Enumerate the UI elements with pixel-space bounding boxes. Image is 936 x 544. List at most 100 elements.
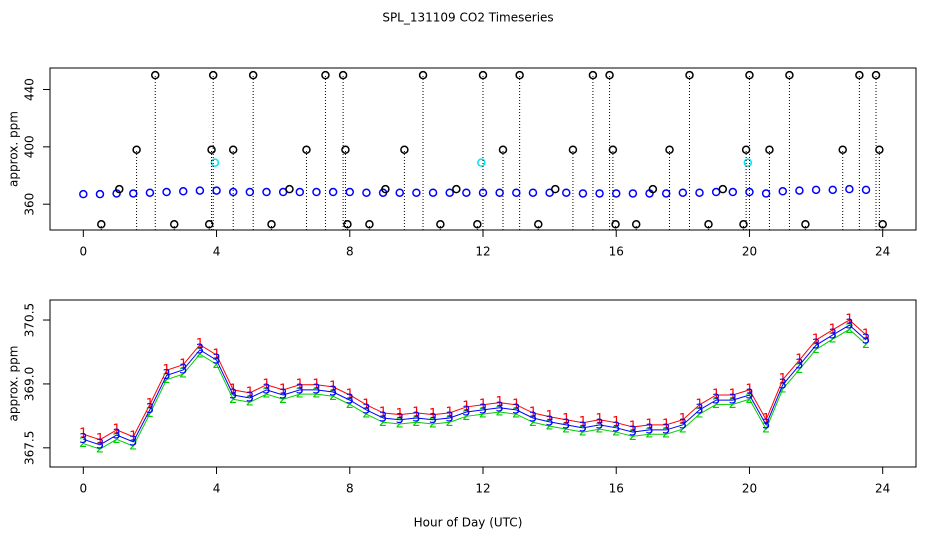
data-point <box>169 220 179 229</box>
point-marker: 3 <box>196 342 204 357</box>
point-marker: 3 <box>479 402 487 417</box>
data-point <box>478 70 488 80</box>
point-marker: 1 <box>679 412 687 427</box>
point-marker: 1 <box>512 397 520 412</box>
point-marker: 3 <box>779 377 787 392</box>
point-marker: 3 <box>246 390 254 405</box>
data-point <box>861 185 871 195</box>
data-point <box>838 145 847 154</box>
point-marker: 2 <box>812 342 820 357</box>
point-marker: 3 <box>512 402 520 417</box>
data-point <box>395 188 404 197</box>
x-tick-label: 8 <box>346 245 354 259</box>
point-marker: 1 <box>296 377 304 392</box>
data-point <box>312 187 321 197</box>
data-point <box>588 70 598 80</box>
x-tick-label: 12 <box>475 482 490 496</box>
point-marker: 3 <box>346 393 354 408</box>
data-point <box>208 70 218 80</box>
data-point <box>210 158 220 167</box>
point-marker: 2 <box>279 392 287 407</box>
data-point <box>528 188 538 197</box>
data-point <box>452 184 461 194</box>
point-marker: 3 <box>595 417 603 432</box>
point-marker: 1 <box>695 397 703 412</box>
point-marker: 2 <box>162 372 170 387</box>
point-marker: 2 <box>695 407 703 422</box>
point-marker: 2 <box>262 387 270 402</box>
y-tick-label: 370.5 <box>23 303 37 337</box>
point-marker: 2 <box>296 387 304 402</box>
point-marker: 3 <box>795 358 803 373</box>
point-marker: 1 <box>479 397 487 412</box>
point-marker: 3 <box>845 318 853 333</box>
data-point <box>871 70 881 80</box>
data-point <box>412 188 421 197</box>
point-marker: 1 <box>329 379 337 394</box>
data-point <box>207 145 216 154</box>
data-point <box>445 188 454 197</box>
point-marker: 2 <box>396 416 404 431</box>
series-line <box>83 319 867 441</box>
data-point <box>285 184 294 194</box>
x-axis-label: Hour of Day (UTC) <box>414 516 523 530</box>
point-marker: 3 <box>262 382 270 397</box>
point-marker: 3 <box>396 412 404 427</box>
data-point <box>345 187 355 197</box>
point-marker: 1 <box>246 385 254 400</box>
point-marker: 1 <box>112 422 120 437</box>
data-point <box>95 189 105 199</box>
point-marker: 2 <box>96 442 104 457</box>
data-point <box>765 145 774 154</box>
point-marker: 1 <box>712 388 720 403</box>
data-point <box>728 187 738 197</box>
point-marker: 3 <box>179 362 187 377</box>
data-point <box>665 145 674 154</box>
data-point <box>568 145 578 154</box>
point-marker: 3 <box>296 382 304 397</box>
data-point <box>228 187 238 197</box>
point-marker: 2 <box>629 429 637 444</box>
y-axis-label: approx. ppm <box>7 346 21 422</box>
x-tick-label: 20 <box>742 245 757 259</box>
data-point <box>245 187 255 197</box>
point-marker: 3 <box>329 385 337 400</box>
data-point <box>704 220 713 229</box>
point-marker: 2 <box>645 427 653 442</box>
point-marker: 1 <box>745 382 753 397</box>
point-marker: 2 <box>329 389 337 404</box>
point-marker: 1 <box>96 432 104 447</box>
point-marker: 2 <box>579 425 587 440</box>
point-marker: 2 <box>612 425 620 440</box>
point-marker: 2 <box>379 415 387 430</box>
point-marker: 3 <box>162 368 170 383</box>
x-tick-label: 12 <box>475 245 490 259</box>
point-marker: 2 <box>362 407 370 422</box>
point-marker: 3 <box>129 434 137 449</box>
data-point <box>562 188 571 197</box>
data-point <box>112 189 121 198</box>
point-marker: 3 <box>562 417 570 432</box>
point-marker: 2 <box>179 367 187 382</box>
point-marker: 1 <box>446 405 454 420</box>
point-marker: 1 <box>262 377 270 392</box>
plot-area <box>79 70 887 230</box>
point-marker: 2 <box>529 415 537 430</box>
point-marker: 1 <box>496 395 504 410</box>
point-marker: 2 <box>595 422 603 437</box>
point-marker: 3 <box>412 411 420 426</box>
point-marker: 1 <box>146 397 154 412</box>
point-marker: 1 <box>179 357 187 372</box>
point-marker: 1 <box>312 377 320 392</box>
point-marker: 3 <box>279 388 287 403</box>
point-marker: 3 <box>612 420 620 435</box>
data-point <box>711 187 721 197</box>
point-marker: 2 <box>129 439 137 454</box>
point-marker: 2 <box>479 407 487 422</box>
point-marker: 2 <box>312 387 320 402</box>
point-marker: 3 <box>812 338 820 353</box>
point-marker: 2 <box>729 397 737 412</box>
x-tick-label: 0 <box>79 245 87 259</box>
point-marker: 1 <box>762 412 770 427</box>
data-point <box>685 70 694 80</box>
